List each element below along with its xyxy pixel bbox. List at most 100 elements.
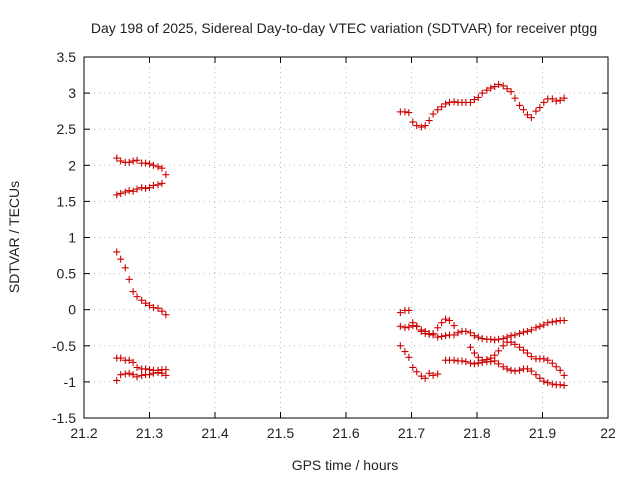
data-point-s9 xyxy=(405,353,413,361)
data-point-s6 xyxy=(438,103,446,111)
data-point-s8 xyxy=(520,328,528,336)
data-point-s6 xyxy=(442,100,450,108)
data-point-s8 xyxy=(511,331,519,339)
data-point-s3 xyxy=(121,264,129,272)
data-point-s6 xyxy=(536,104,544,112)
data-point-s2 xyxy=(146,184,153,192)
data-point-s8 xyxy=(536,322,544,330)
data-point-s11 xyxy=(499,342,507,350)
data-point-s1 xyxy=(113,154,121,162)
data-point-s10 xyxy=(516,366,524,374)
data-point-s11 xyxy=(474,353,482,361)
data-point-s8 xyxy=(474,333,482,341)
data-point-s6 xyxy=(511,94,519,102)
data-point-s3 xyxy=(117,255,125,263)
x-tick-label: 21.4 xyxy=(201,425,228,441)
data-point-s1 xyxy=(154,163,162,171)
data-point-s4 xyxy=(125,356,133,364)
data-point-s5 xyxy=(133,373,141,381)
data-point-s2 xyxy=(158,179,166,187)
data-point-s8 xyxy=(425,330,433,338)
data-point-s10 xyxy=(556,381,564,389)
data-point-s11 xyxy=(507,338,515,346)
data-point-s8 xyxy=(544,319,552,327)
data-point-s10 xyxy=(560,382,568,390)
data-point-s5 xyxy=(149,369,157,377)
y-axis-label: SDTVAR / TECUs xyxy=(6,181,22,293)
data-point-s6 xyxy=(470,96,478,104)
data-point-s5 xyxy=(113,376,121,384)
data-point-s10 xyxy=(466,359,474,367)
data-point-s10 xyxy=(544,379,552,387)
data-point-s5 xyxy=(146,371,153,379)
data-point-s2 xyxy=(149,182,157,190)
data-point-s8 xyxy=(470,332,478,340)
data-point-s7 xyxy=(434,324,442,332)
data-point-s8 xyxy=(417,327,425,335)
data-point-s8 xyxy=(413,322,421,330)
data-point-s6 xyxy=(483,86,491,94)
data-point-s6 xyxy=(503,85,511,93)
data-point-s6 xyxy=(556,96,564,104)
data-point-s11 xyxy=(540,355,548,363)
data-point-s8 xyxy=(438,332,446,340)
data-point-s8 xyxy=(491,336,499,344)
data-point-s11 xyxy=(466,343,474,351)
data-point-s1 xyxy=(133,156,141,164)
data-point-s9 xyxy=(429,371,437,379)
data-point-s8 xyxy=(495,335,503,343)
y-tick-label: -1.5 xyxy=(52,410,76,426)
data-point-s8 xyxy=(401,324,409,332)
data-point-s7 xyxy=(445,317,453,325)
data-point-s9 xyxy=(413,368,421,376)
data-point-s8 xyxy=(478,335,486,343)
data-point-s11 xyxy=(556,366,564,374)
data-point-s10 xyxy=(511,367,519,375)
data-point-s2 xyxy=(125,187,133,195)
data-point-s11 xyxy=(491,351,499,359)
data-point-s4 xyxy=(133,363,141,371)
data-point-s3 xyxy=(142,299,150,307)
data-point-s8 xyxy=(499,335,507,343)
data-point-s10 xyxy=(450,356,458,364)
data-point-s9 xyxy=(401,348,409,356)
data-point-s1 xyxy=(146,160,153,168)
data-point-s6 xyxy=(495,80,503,88)
data-point-s6 xyxy=(417,123,425,131)
data-point-s6 xyxy=(409,118,417,126)
data-point-s11 xyxy=(560,371,568,379)
y-tick-label: -1 xyxy=(64,374,77,390)
data-point-s10 xyxy=(548,380,556,388)
data-point-s8 xyxy=(466,329,474,337)
data-point-s6 xyxy=(478,89,486,97)
data-point-s6 xyxy=(405,109,413,117)
data-point-s5 xyxy=(158,369,166,377)
data-point-s11 xyxy=(487,354,495,362)
data-point-s8 xyxy=(442,332,450,340)
data-point-s7 xyxy=(438,319,446,327)
data-point-s8 xyxy=(527,326,535,334)
plot-frame xyxy=(83,56,609,419)
data-point-s2 xyxy=(129,187,137,195)
y-tick-label: 1 xyxy=(68,230,76,246)
data-point-s6 xyxy=(548,95,556,103)
data-point-s10 xyxy=(540,377,548,385)
data-point-s8 xyxy=(532,324,540,332)
data-point-s11 xyxy=(483,356,491,364)
data-point-s5 xyxy=(162,371,170,379)
data-point-s1 xyxy=(158,164,166,172)
data-point-s10 xyxy=(499,363,507,371)
data-point-s7 xyxy=(396,309,404,317)
data-point-s7 xyxy=(442,315,450,323)
data-point-s10 xyxy=(536,374,544,382)
data-point-s10 xyxy=(507,366,515,374)
data-point-s2 xyxy=(154,181,162,189)
data-point-s6 xyxy=(540,98,548,106)
data-point-s8 xyxy=(454,329,462,337)
data-point-s6 xyxy=(466,98,474,106)
y-tick-label: 0.5 xyxy=(57,266,77,282)
data-point-s6 xyxy=(429,110,437,118)
data-point-s8 xyxy=(405,323,413,331)
data-point-s3 xyxy=(154,304,162,312)
